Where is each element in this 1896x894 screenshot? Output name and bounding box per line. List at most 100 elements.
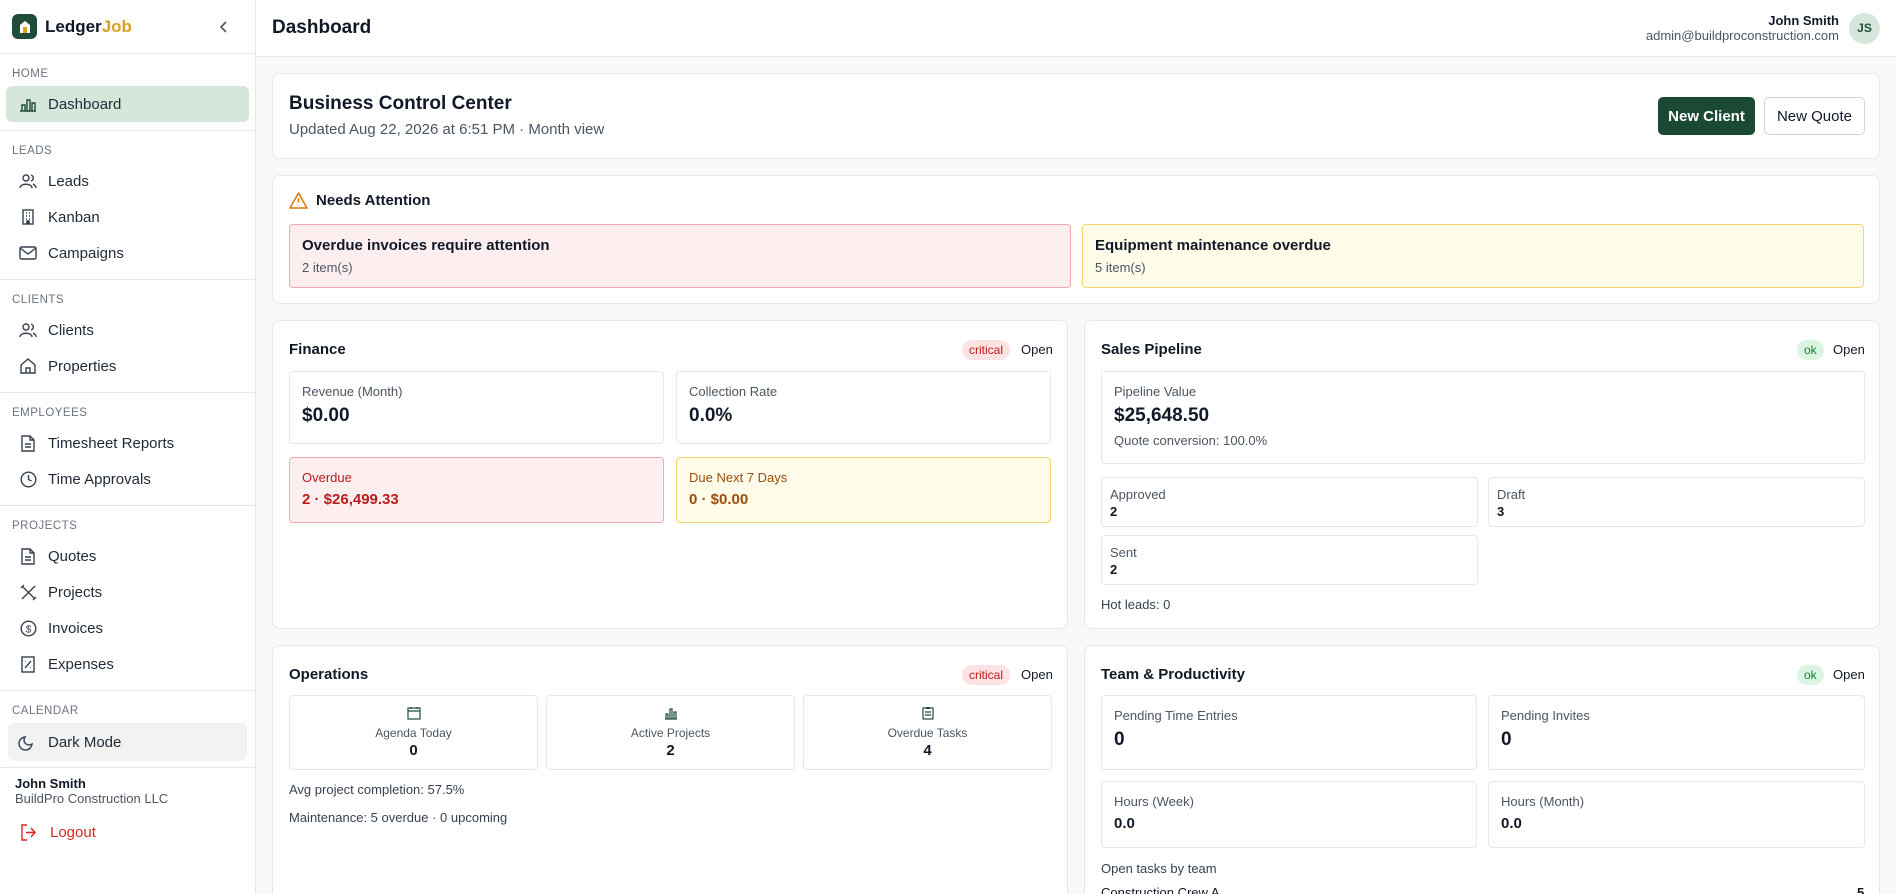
overdue-stat[interactable]: Overdue 2 · $26,499.33 — [289, 457, 664, 523]
avatar[interactable]: JS — [1849, 12, 1880, 44]
sidebar-item-kanban[interactable]: Kanban — [6, 199, 249, 235]
finance-open-link[interactable]: Open — [1021, 342, 1053, 357]
sidebar-item-time-approvals[interactable]: Time Approvals — [6, 461, 249, 497]
sidebar-item-campaigns[interactable]: Campaigns — [6, 235, 249, 271]
stat-value: $0.00 — [302, 405, 350, 426]
approved-count: Approved 2 — [1101, 477, 1478, 527]
team-open-link[interactable]: Open — [1833, 667, 1865, 682]
file-icon — [18, 546, 38, 566]
alert-title: Equipment maintenance overdue — [1095, 237, 1331, 254]
hot-leads: Hot leads: 0 — [1101, 597, 1171, 612]
team-crew-name: Construction Crew A — [1101, 885, 1220, 894]
new-client-button[interactable]: New Client — [1658, 97, 1755, 135]
sidebar-item-properties[interactable]: Properties — [6, 348, 249, 384]
sidebar-item-label: Campaigns — [48, 244, 124, 262]
status-badge: critical — [962, 340, 1011, 360]
quote-conversion: Quote conversion: 100.0% — [1114, 433, 1268, 448]
stat-value: 0 — [1114, 729, 1125, 750]
stat-value: 0 — [1501, 729, 1512, 750]
maintenance-summary: Maintenance: 5 overdue · 0 upcoming — [289, 810, 508, 825]
brand: LedgerJob — [0, 0, 255, 54]
operations-card: Operations critical Open Agenda Today 0 … — [272, 645, 1068, 894]
sidebar-item-label: Quotes — [48, 547, 97, 565]
sidebar-item-dashboard[interactable]: Dashboard — [6, 86, 249, 122]
sales-open-link[interactable]: Open — [1833, 342, 1865, 357]
logout-button[interactable]: Logout — [0, 814, 255, 851]
mini-value: 2 — [1110, 504, 1118, 519]
control-center-subtitle: Updated Aug 22, 2026 at 6:51 PM · Month … — [289, 121, 605, 138]
sidebar-item-projects[interactable]: Projects — [6, 574, 249, 610]
sent-count: Sent 2 — [1101, 535, 1478, 585]
alert-equipment-maintenance[interactable]: Equipment maintenance overdue 5 item(s) — [1082, 224, 1864, 288]
alert-title: Overdue invoices require attention — [302, 237, 550, 254]
mini-label: Sent — [1110, 545, 1137, 560]
nav-section-label: LEADS — [12, 145, 53, 157]
sidebar-item-label: Timesheet Reports — [48, 434, 175, 452]
needs-attention-card: Needs Attention Overdue invoices require… — [272, 175, 1880, 304]
header-user: John Smith admin@buildproconstruction.co… — [1646, 13, 1839, 43]
team-crew-count: 5 — [1857, 885, 1865, 894]
sidebar-item-label: Dashboard — [48, 95, 122, 113]
sidebar-item-label: Clients — [48, 321, 94, 339]
new-quote-button[interactable]: New Quote — [1764, 97, 1865, 135]
team-productivity-card: Team & Productivity ok Open Pending Time… — [1084, 645, 1880, 894]
stat-value: 0 · $0.00 — [689, 491, 749, 508]
sidebar-item-leads[interactable]: Leads — [6, 163, 249, 199]
due-next-7-days-stat[interactable]: Due Next 7 Days 0 · $0.00 — [676, 457, 1051, 523]
finance-title: Finance — [289, 341, 346, 358]
stat-label: Overdue — [302, 470, 352, 485]
sidebar: LedgerJob HOME Dashboard LEADS Leads Kan… — [0, 0, 256, 894]
logout-icon — [20, 824, 40, 841]
sidebar-item-timesheet-reports[interactable]: Timesheet Reports — [6, 425, 249, 461]
hours-month-stat: Hours (Month) 0.0 — [1488, 781, 1865, 848]
tools-icon — [18, 582, 38, 602]
nav-section-label: EMPLOYEES — [12, 407, 88, 419]
page-title: Dashboard — [272, 17, 372, 38]
control-center-card: Business Control Center Updated Aug 22, … — [272, 73, 1880, 159]
stat-label: Hours (Month) — [1501, 794, 1585, 809]
stat-label: Pipeline Value — [1114, 384, 1197, 399]
mini-value: 3 — [1497, 504, 1505, 519]
mini-value: 2 — [1110, 562, 1118, 577]
calendar-icon — [290, 706, 537, 722]
collection-rate-stat: Collection Rate 0.0% — [676, 371, 1051, 444]
stat-label: Pending Time Entries — [1114, 708, 1238, 723]
dark-mode-toggle[interactable]: Dark Mode — [8, 723, 247, 761]
logout-label: Logout — [50, 824, 96, 841]
sales-pipeline-title: Sales Pipeline — [1101, 341, 1202, 358]
nav-section-projects: PROJECTS Quotes Projects $ Invoices Expe… — [0, 506, 255, 691]
alert-overdue-invoices[interactable]: Overdue invoices require attention 2 ite… — [289, 224, 1071, 288]
alert-count: 2 item(s) — [302, 260, 353, 275]
stat-label: Hours (Week) — [1114, 794, 1194, 809]
operations-open-link[interactable]: Open — [1021, 667, 1053, 682]
alert-count: 5 item(s) — [1095, 260, 1146, 275]
sidebar-item-expenses[interactable]: Expenses — [6, 646, 249, 682]
overdue-tasks-tile[interactable]: Overdue Tasks 4 — [803, 695, 1052, 770]
stat-value: 0.0 — [1114, 815, 1135, 832]
mini-label: Draft — [1497, 487, 1526, 502]
stat-label: Collection Rate — [689, 384, 778, 399]
active-projects-tile[interactable]: Active Projects 2 — [546, 695, 795, 770]
stat-label: Pending Invites — [1501, 708, 1590, 723]
sidebar-user: John Smith BuildPro Construction LLC — [0, 768, 255, 814]
stat-value: 2 · $26,499.33 — [302, 491, 399, 508]
stat-value: $25,648.50 — [1114, 405, 1210, 426]
home-icon — [18, 356, 38, 376]
agenda-today-tile[interactable]: Agenda Today 0 — [289, 695, 538, 770]
dollar-circle-icon: $ — [18, 618, 38, 638]
nav-section-home: HOME Dashboard — [0, 54, 255, 131]
moon-icon — [18, 734, 38, 751]
header-user-name: John Smith — [1768, 13, 1839, 28]
sidebar-item-label: Time Approvals — [48, 470, 151, 488]
nav-section-label: PROJECTS — [12, 520, 78, 532]
logo-icon — [12, 14, 37, 39]
sidebar-item-quotes[interactable]: Quotes — [6, 538, 249, 574]
collapse-sidebar-icon[interactable] — [215, 18, 233, 36]
sidebar-item-clients[interactable]: Clients — [6, 312, 249, 348]
sidebar-item-invoices[interactable]: $ Invoices — [6, 610, 249, 646]
tile-label: Agenda Today — [375, 726, 452, 740]
users-icon — [18, 171, 38, 191]
tile-value: 4 — [923, 742, 932, 759]
team-title: Team & Productivity — [1101, 666, 1245, 683]
nav-section-label: CALENDAR — [12, 705, 79, 717]
